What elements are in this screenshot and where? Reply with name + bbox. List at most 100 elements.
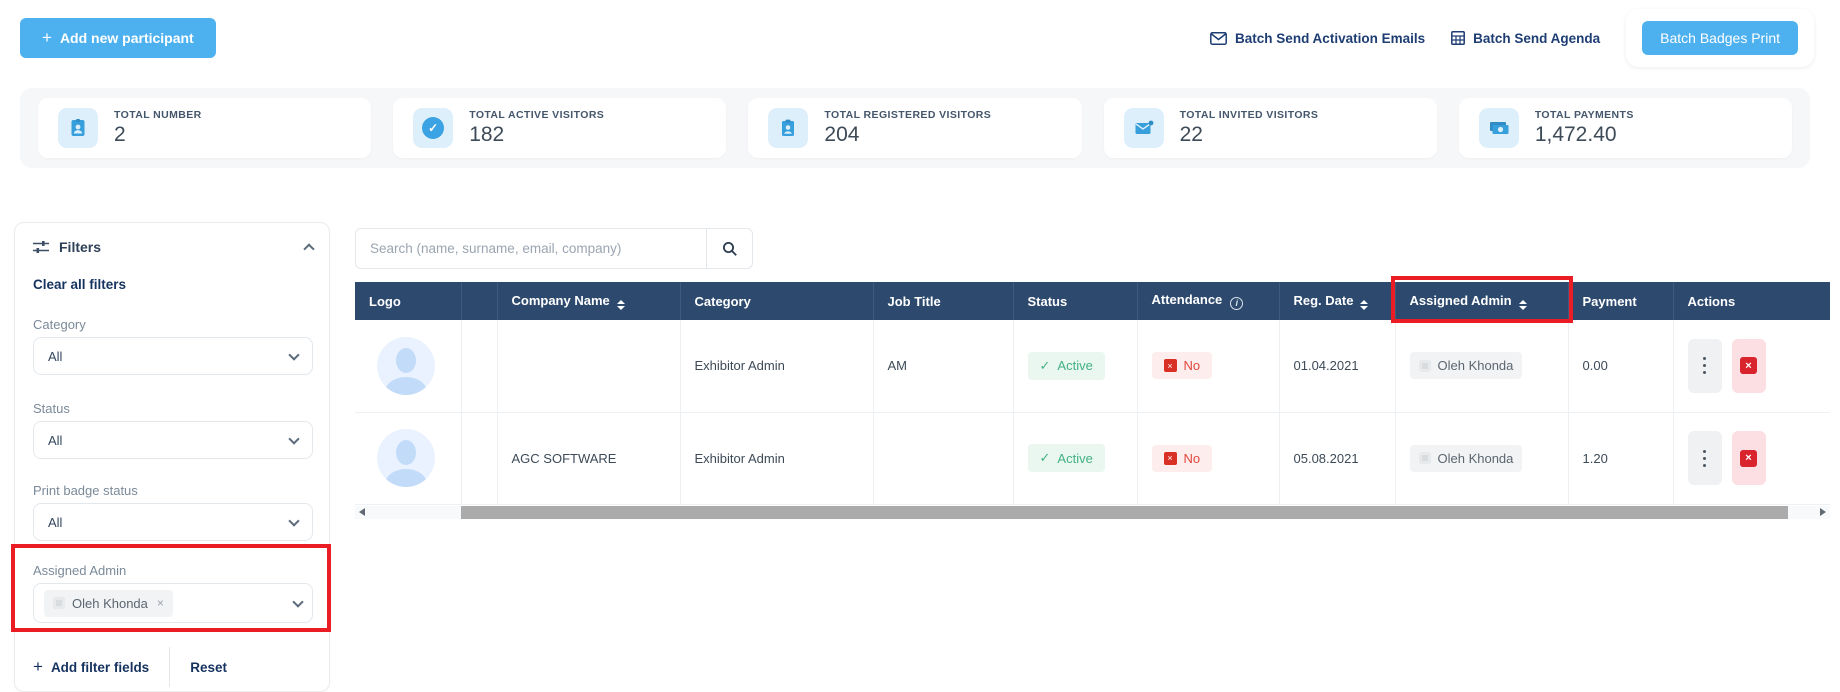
- delete-icon: ×: [1740, 357, 1757, 375]
- category-filter-label: Category: [33, 317, 86, 332]
- stat-label: TOTAL ACTIVE VISITORS: [469, 109, 605, 121]
- print-badge-status-filter-label: Print badge status: [33, 483, 138, 498]
- print-badge-status-filter-value: All: [48, 514, 63, 530]
- table-row: AGC SOFTWARE Exhibitor Admin ✓ Active × No…: [355, 412, 1830, 505]
- stat-label: TOTAL REGISTERED VISITORS: [824, 109, 992, 121]
- reset-button[interactable]: Reset: [190, 659, 227, 675]
- job-title-cell: AM: [873, 320, 1014, 413]
- status-badge: ✓ Active: [1027, 444, 1105, 472]
- delete-button[interactable]: ×: [1731, 338, 1766, 393]
- avatar-placeholder-icon: [1418, 452, 1431, 464]
- filters-title: Filters: [59, 239, 102, 255]
- envelope-icon: [1210, 31, 1227, 45]
- column-header-assigned-admin[interactable]: Assigned Admin: [1395, 282, 1569, 320]
- stat-label: TOTAL PAYMENTS: [1534, 109, 1634, 121]
- stat-card-total-invited-visitors: TOTAL INVITED VISITORS 22: [1103, 98, 1437, 158]
- assigned-admin-chip: Oleh Khonda ×: [44, 589, 173, 617]
- clipboard-user-icon: [768, 108, 809, 148]
- add-filter-fields-label: Add filter fields: [50, 659, 150, 675]
- assigned-admin-filter-select[interactable]: Oleh Khonda ×: [33, 583, 313, 623]
- sort-icon[interactable]: [1360, 299, 1369, 310]
- remove-chip-icon[interactable]: ×: [156, 596, 164, 610]
- column-header-status: Status: [1013, 282, 1138, 320]
- participants-table: Logo Company Name Category Job Title Sta…: [355, 282, 1830, 505]
- search-input[interactable]: [355, 228, 707, 269]
- batch-send-agenda-link[interactable]: Batch Send Agenda: [1451, 31, 1600, 46]
- stat-card-total-active-visitors: ✓ TOTAL ACTIVE VISITORS 182: [393, 98, 727, 158]
- payment-cell: 0.00: [1568, 320, 1674, 413]
- id-badge-icon: [58, 108, 98, 148]
- chevron-down-icon: [288, 432, 300, 445]
- batch-send-agenda-label: Batch Send Agenda: [1473, 30, 1601, 46]
- stat-value: 204: [824, 123, 860, 146]
- horizontal-scrollbar[interactable]: [355, 506, 1830, 519]
- column-header-job-title: Job Title: [873, 282, 1014, 320]
- stat-label: TOTAL INVITED VISITORS: [1179, 109, 1319, 121]
- more-actions-button[interactable]: [1687, 338, 1722, 393]
- blank-cell: [461, 412, 498, 505]
- scrollbar-thumb[interactable]: [461, 506, 1788, 519]
- participant-avatar[interactable]: [377, 429, 435, 487]
- calendar-x-icon: ×: [1163, 451, 1177, 465]
- stat-card-total-number: TOTAL NUMBER 2: [38, 98, 372, 158]
- batch-send-activation-emails-link[interactable]: Batch Send Activation Emails: [1210, 31, 1425, 46]
- status-badge: ✓ Active: [1027, 351, 1105, 380]
- assigned-admin-filter-label: Assigned Admin: [33, 563, 127, 578]
- reg-date-cell: 01.04.2021: [1279, 320, 1396, 413]
- column-header-blank: [461, 282, 498, 320]
- table-row: Exhibitor Admin AM ✓ Active × No 01.04.202…: [355, 320, 1830, 413]
- delete-button[interactable]: ×: [1731, 431, 1766, 485]
- divider: [169, 647, 171, 687]
- chevron-down-icon: [292, 595, 304, 608]
- search-button[interactable]: [707, 228, 753, 269]
- scroll-right-arrow-icon[interactable]: [1820, 508, 1826, 516]
- stat-value: 22: [1179, 123, 1203, 146]
- info-icon[interactable]: i: [1230, 296, 1244, 310]
- add-new-participant-label: Add new participant: [59, 30, 194, 46]
- banknote-icon: [1478, 108, 1519, 148]
- blank-cell: [461, 320, 498, 413]
- stat-value: 2: [114, 123, 126, 146]
- add-filter-fields-button[interactable]: + Add filter fields: [33, 657, 149, 677]
- category-cell: Exhibitor Admin: [680, 412, 874, 505]
- column-header-company-name[interactable]: Company Name: [497, 282, 681, 320]
- status-filter-select[interactable]: All: [33, 421, 313, 459]
- batch-send-activation-emails-label: Batch Send Activation Emails: [1235, 30, 1426, 46]
- assigned-admin-chip: Oleh Khonda: [1409, 352, 1523, 380]
- batch-badges-print-button[interactable]: Batch Badges Print: [1642, 21, 1798, 55]
- check-circle-icon: ✓: [413, 108, 454, 148]
- add-new-participant-button[interactable]: + Add new participant: [20, 18, 216, 58]
- check-icon: ✓: [1039, 357, 1051, 373]
- column-header-payment: Payment: [1568, 282, 1674, 320]
- company-name-cell: [497, 320, 681, 413]
- sort-icon[interactable]: [616, 299, 625, 310]
- sort-icon[interactable]: [1518, 299, 1527, 310]
- chevron-down-icon: [288, 514, 300, 527]
- column-header-reg-date[interactable]: Reg. Date: [1279, 282, 1396, 320]
- avatar-placeholder-icon: [53, 597, 65, 609]
- check-icon: ✓: [1039, 450, 1051, 465]
- batch-badges-print-container: Batch Badges Print: [1626, 9, 1814, 67]
- participant-avatar[interactable]: [377, 336, 435, 395]
- status-filter-label: Status: [33, 401, 70, 416]
- scroll-left-arrow-icon[interactable]: [359, 508, 365, 516]
- category-cell: Exhibitor Admin: [680, 320, 874, 413]
- column-header-logo: Logo: [355, 282, 462, 320]
- print-badge-status-filter-select[interactable]: All: [33, 503, 313, 541]
- mail-notification-icon: [1123, 108, 1164, 148]
- plus-icon: +: [33, 657, 43, 676]
- column-header-category: Category: [680, 282, 874, 320]
- plus-icon: +: [42, 28, 52, 47]
- stat-value: 182: [469, 123, 505, 146]
- avatar-placeholder-icon: [1418, 359, 1431, 372]
- agenda-grid-icon: [1451, 31, 1466, 45]
- reg-date-cell: 05.08.2021: [1279, 412, 1396, 505]
- company-name-cell: AGC SOFTWARE: [497, 412, 681, 505]
- sliders-icon: [33, 241, 49, 253]
- top-right-actions: Batch Send Activation Emails Batch Send …: [1210, 8, 1814, 68]
- more-actions-button[interactable]: [1687, 431, 1722, 485]
- clear-all-filters-link[interactable]: Clear all filters: [33, 277, 127, 292]
- table-header-row: Logo Company Name Category Job Title Sta…: [355, 282, 1830, 320]
- chevron-up-icon[interactable]: [303, 243, 315, 255]
- category-filter-select[interactable]: All: [33, 337, 313, 375]
